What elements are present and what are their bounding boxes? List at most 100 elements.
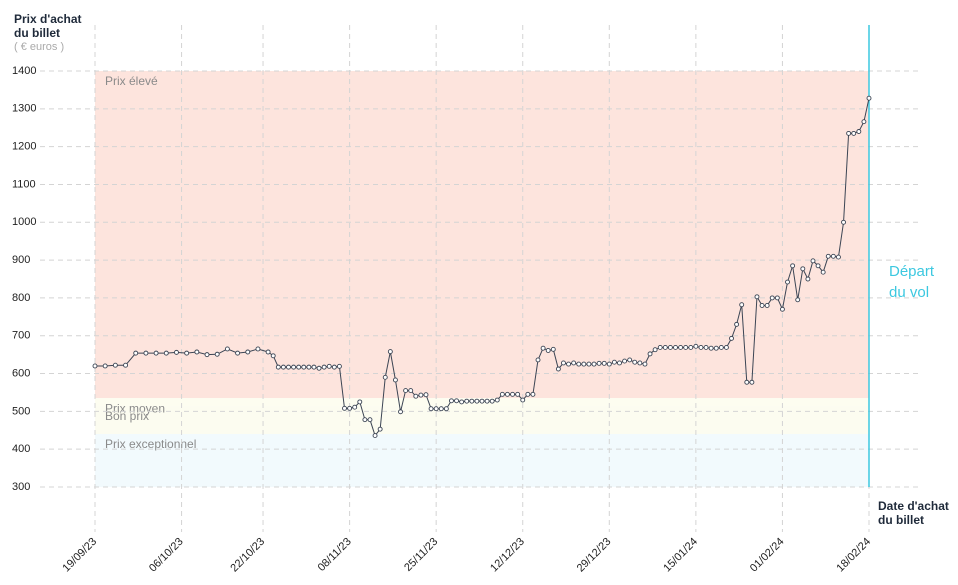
- price-point: [566, 361, 572, 367]
- price-point: [779, 306, 785, 312]
- price-point: [800, 266, 806, 272]
- price-point: [413, 393, 419, 399]
- price-band: [95, 406, 869, 435]
- price-point: [454, 398, 459, 404]
- y-axis-unit: ( € euros ): [14, 41, 65, 53]
- price-point: [326, 363, 332, 369]
- price-point: [545, 348, 551, 353]
- price-point: [846, 130, 852, 136]
- price-point: [499, 391, 505, 397]
- price-point: [835, 254, 841, 260]
- price-point: [286, 364, 291, 370]
- x-tick-label: 15/01/24: [661, 536, 700, 575]
- x-tick-label: 01/02/24: [748, 536, 787, 575]
- band-label: Prix élevé: [105, 74, 158, 88]
- price-point: [423, 392, 429, 398]
- price-point: [790, 263, 796, 269]
- price-point: [596, 360, 602, 366]
- price-point: [194, 349, 200, 355]
- price-point: [275, 364, 281, 370]
- price-point: [739, 302, 745, 308]
- y-tick-label: 1400: [12, 65, 36, 77]
- price-point: [265, 349, 271, 355]
- x-tick-label: 12/12/23: [488, 536, 527, 575]
- price-point: [387, 349, 393, 355]
- price-point: [505, 391, 510, 397]
- price-point: [459, 399, 465, 405]
- price-point: [586, 361, 592, 367]
- price-point: [428, 406, 434, 412]
- x-tick-label: 06/10/23: [147, 536, 186, 575]
- price-point: [489, 398, 495, 404]
- price-point: [759, 303, 765, 308]
- price-point: [112, 362, 118, 368]
- price-point: [805, 276, 811, 282]
- y-tick-label: 700: [12, 330, 30, 342]
- price-point: [224, 346, 230, 352]
- price-point: [617, 360, 622, 366]
- y-tick-label: 800: [12, 292, 30, 304]
- price-point: [143, 350, 149, 356]
- x-tick-label: 19/09/23: [60, 536, 99, 575]
- y-axis-title: Prix d'achat du billet: [14, 12, 82, 40]
- price-point: [204, 352, 210, 358]
- price-point: [810, 258, 816, 264]
- price-point: [550, 346, 556, 352]
- price-point: [510, 391, 516, 397]
- price-point: [270, 353, 276, 359]
- price-point: [153, 350, 159, 356]
- price-point: [561, 360, 566, 366]
- price-point: [795, 297, 801, 303]
- price-point: [367, 417, 373, 423]
- price-point: [657, 345, 663, 350]
- price-point: [474, 398, 480, 404]
- price-point: [856, 129, 862, 134]
- price-point: [484, 398, 490, 404]
- price-point: [774, 295, 780, 301]
- price-point: [723, 345, 729, 350]
- price-point: [581, 361, 587, 367]
- price-point: [377, 426, 383, 432]
- price-point: [652, 347, 658, 353]
- price-point: [184, 350, 190, 356]
- annotation: Départ du vol: [889, 263, 935, 301]
- price-point: [749, 379, 755, 385]
- price-point: [708, 345, 714, 351]
- price-point: [280, 364, 286, 370]
- price-point: [123, 362, 129, 368]
- price-point: [336, 363, 342, 369]
- y-tick-label: 1200: [12, 141, 36, 153]
- price-point: [576, 361, 582, 367]
- price-point: [255, 346, 261, 352]
- price-point: [479, 398, 485, 404]
- price-point: [754, 294, 760, 300]
- price-point: [403, 388, 409, 394]
- price-point: [469, 398, 475, 404]
- price-point: [622, 358, 628, 364]
- price-point: [718, 345, 724, 350]
- price-point: [494, 397, 500, 403]
- price-point: [678, 345, 684, 350]
- price-point: [830, 253, 836, 259]
- price-point: [632, 359, 638, 365]
- price-point: [392, 377, 398, 383]
- price-point: [174, 349, 179, 355]
- x-tick-label: 18/02/24: [834, 536, 873, 575]
- price-point: [342, 405, 347, 411]
- price-point: [443, 406, 449, 412]
- price-point: [744, 379, 750, 385]
- price-point: [851, 130, 857, 136]
- price-point: [372, 433, 378, 439]
- price-point: [606, 361, 612, 367]
- price-point: [734, 321, 740, 327]
- price-point: [841, 219, 846, 225]
- price-point: [301, 364, 307, 370]
- price-point: [769, 295, 775, 301]
- price-point: [296, 364, 302, 370]
- price-point: [627, 357, 633, 363]
- x-tick-label: 29/12/23: [575, 536, 614, 575]
- y-tick-label: 1100: [12, 178, 36, 190]
- price-point: [311, 364, 317, 370]
- price-point: [815, 263, 821, 269]
